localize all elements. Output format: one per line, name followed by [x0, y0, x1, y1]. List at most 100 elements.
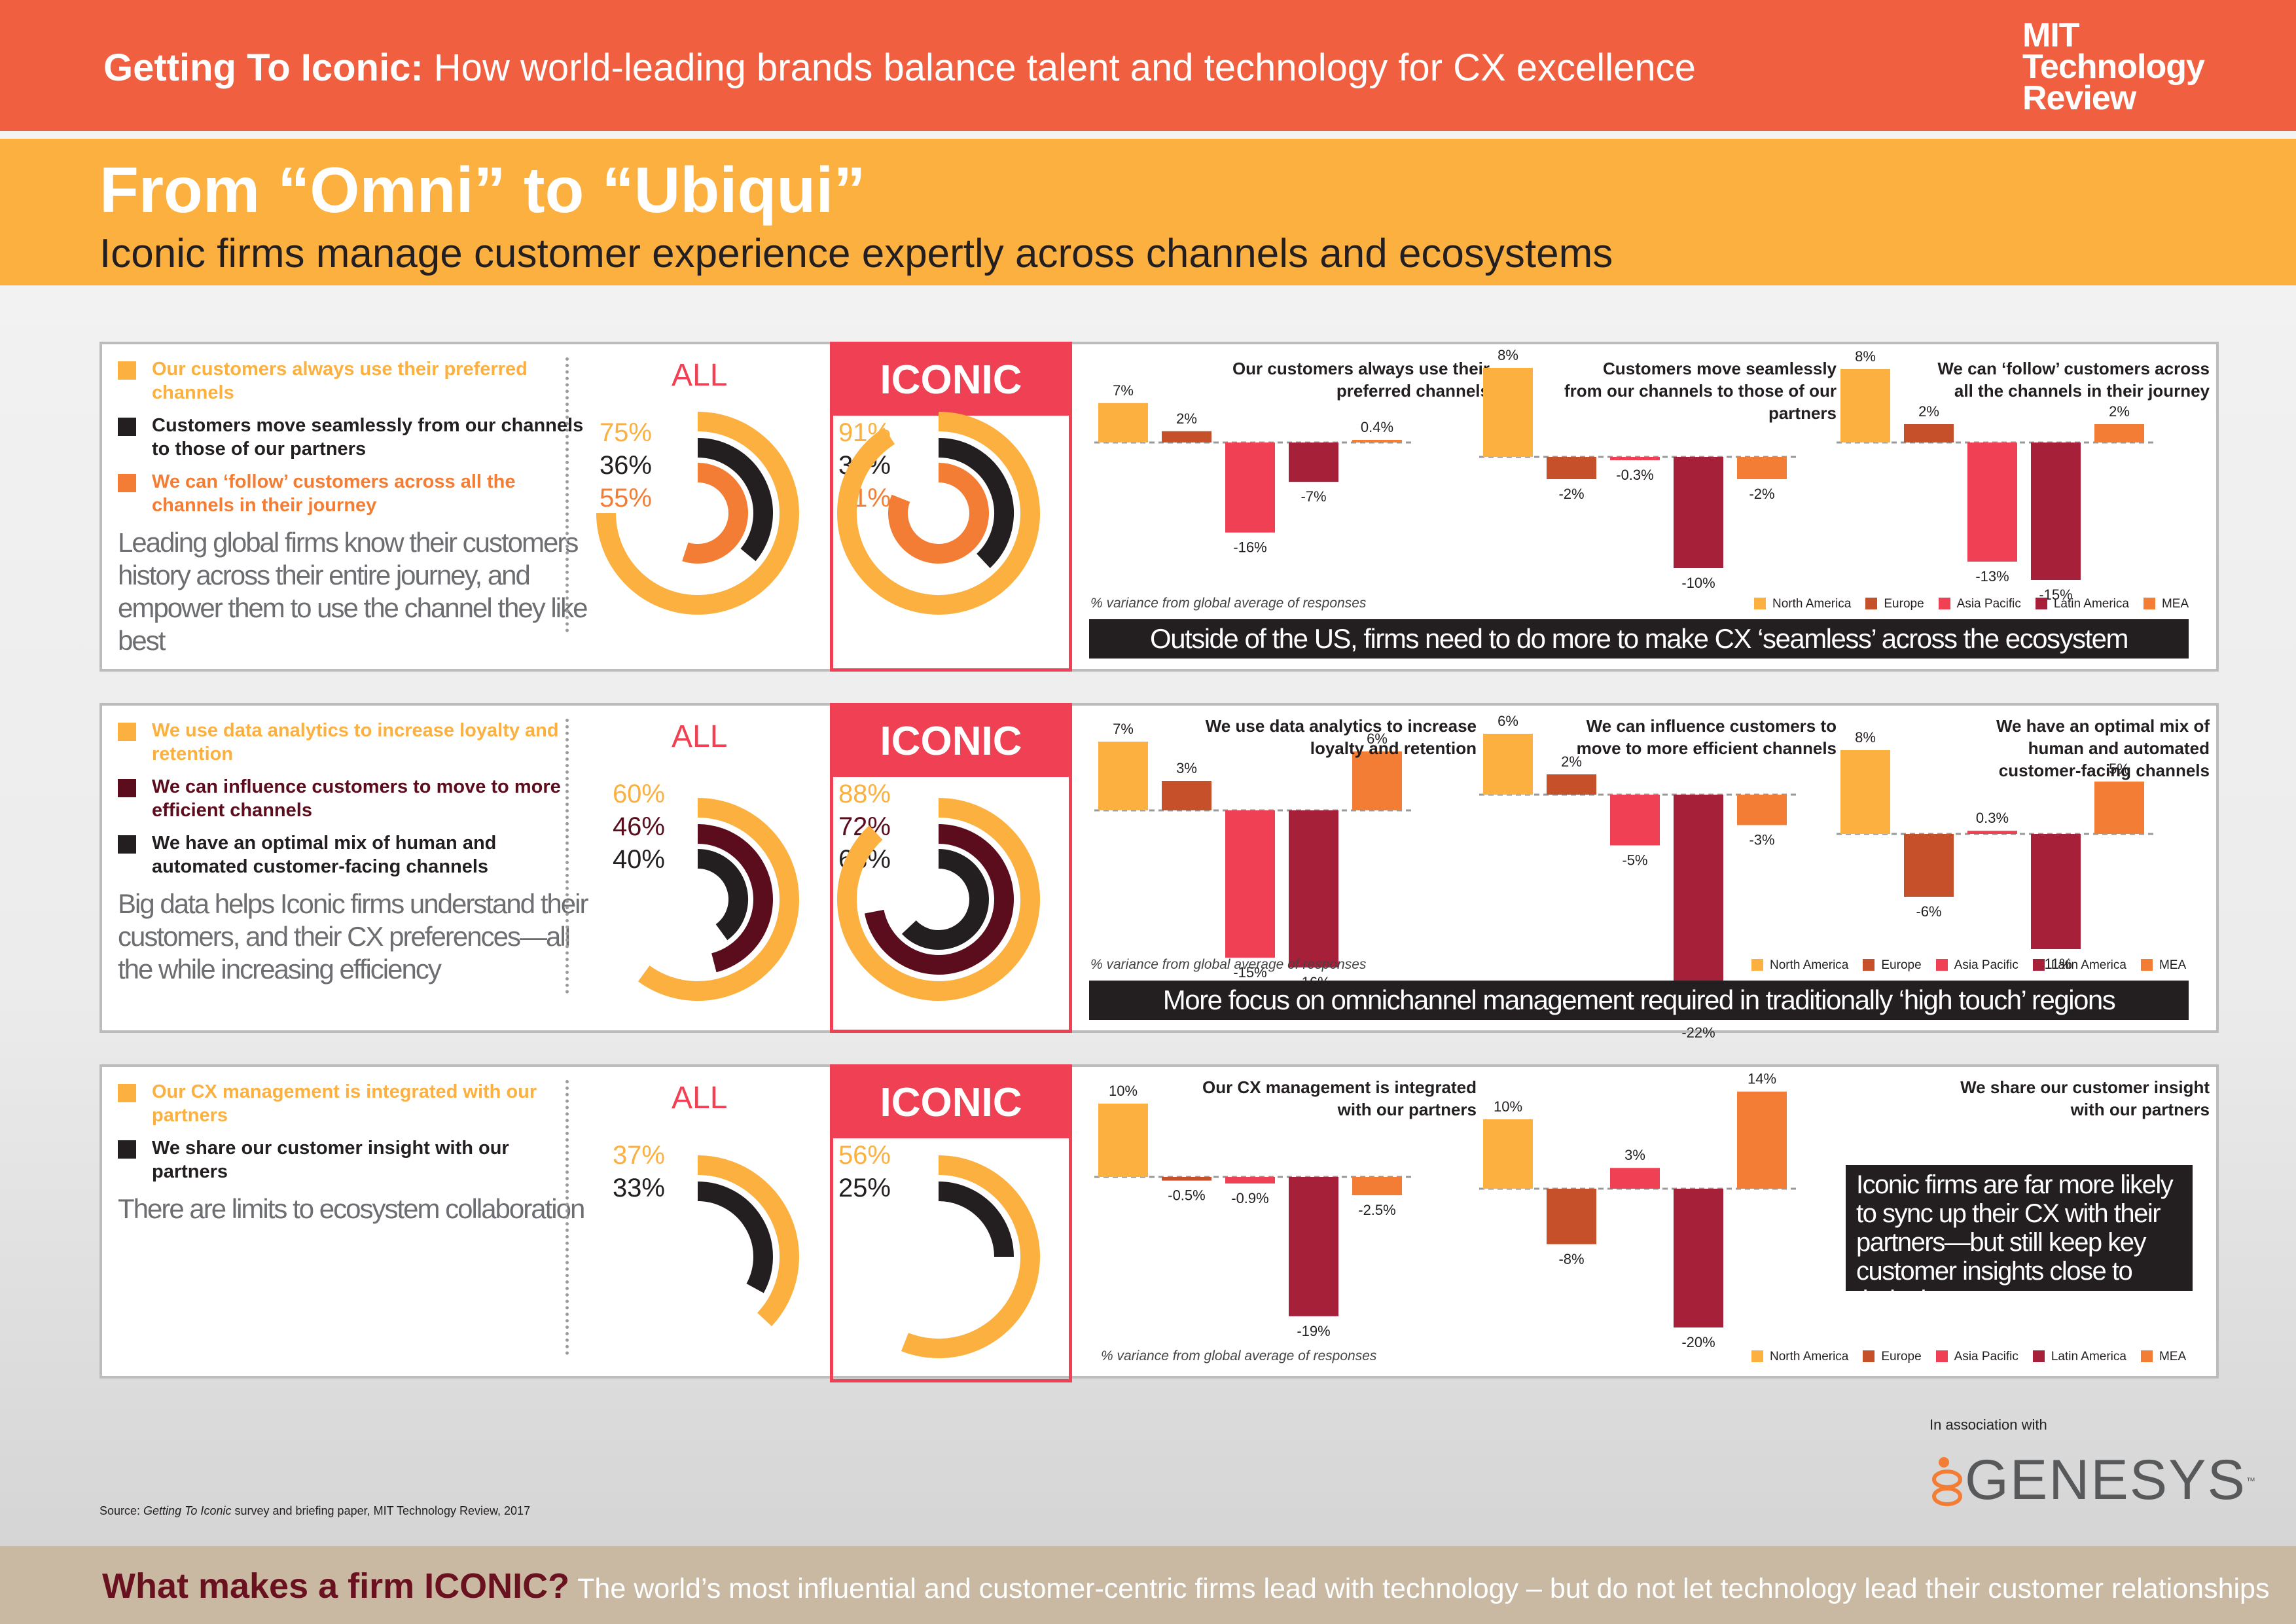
- bar-latin-america: [1289, 442, 1338, 482]
- bar-value-label: -7%: [1300, 488, 1326, 505]
- bar-chart-share-insight: 10% -8% 3% -20% 14%: [1479, 1071, 1796, 1350]
- bar-value-label: -22%: [1681, 1024, 1715, 1041]
- bar-value-label: 6%: [1498, 713, 1518, 729]
- bar-latin-america: [2031, 834, 2081, 949]
- chart-title: We can ‘follow’ customers across all the…: [1937, 359, 2210, 401]
- insight-banner: Outside of the US, firms need to do more…: [1089, 619, 2189, 659]
- bar-asia-pacific: [1610, 457, 1660, 461]
- row-channels: Our customers always use their preferred…: [99, 342, 2219, 672]
- bar-value-label: 14%: [1748, 1071, 1776, 1087]
- radial-arc: [637, 798, 799, 1001]
- genesys-wordmark: GENESYS: [1965, 1449, 2246, 1511]
- bar-asia-pacific: [1225, 810, 1275, 958]
- legend-item: Our customers always use their preferred…: [118, 357, 589, 405]
- bar-value-label: -8%: [1558, 1251, 1584, 1267]
- header-title: Getting To Iconic: How world-leading bra…: [103, 46, 1696, 89]
- bar-north-america: [1840, 369, 1890, 442]
- bar-europe: [1904, 834, 1954, 897]
- bar-value-label: 0.3%: [1976, 810, 2009, 826]
- bar-chart-influence: 6% 2% -5% -22% -3%: [1479, 713, 1796, 1041]
- bar-europe: [1904, 424, 1954, 442]
- header-bar: Getting To Iconic: How world-leading bra…: [0, 0, 2296, 131]
- bar-value-label: -13%: [1975, 568, 2009, 585]
- radial-arc: [938, 438, 1014, 568]
- all-percentages: 37% 33%: [612, 1141, 665, 1202]
- bar-value-label: -3%: [1749, 832, 1774, 848]
- bar-latin-america: [1674, 1189, 1723, 1327]
- bar-chart-preferred-channels: 7% 2% -16% -7% 0.4%: [1094, 382, 1411, 556]
- bar-value-label: -20%: [1681, 1334, 1715, 1350]
- legend-item: Our CX management is integrated with our…: [118, 1080, 589, 1127]
- bar-mea: [1352, 1177, 1402, 1195]
- bar-value-label: 0.4%: [1361, 419, 1393, 435]
- iconic-radial-chart: [837, 798, 1040, 1001]
- radial-arc: [697, 824, 773, 973]
- bar-europe: [1547, 1189, 1596, 1244]
- bar-chart-data-analytics: 7%3%-15%-16%6%: [1094, 721, 1411, 990]
- all-percentages: 60% 46% 40%: [612, 780, 665, 874]
- bar-chart-integrated: 10% -0.5% -0.9% -19% -2.5%: [1094, 1083, 1411, 1339]
- bar-latin-america: [1289, 1177, 1338, 1316]
- iconic-label: ICONIC: [833, 1068, 1069, 1138]
- iconic-label: ICONIC: [833, 706, 1069, 777]
- bar-mea: [2094, 424, 2144, 442]
- row-description: Big data helps Iconic firms understand t…: [118, 888, 588, 984]
- bar-value-label: 2%: [1176, 410, 1197, 427]
- bar-asia-pacific: [1610, 795, 1660, 846]
- bar-north-america: [1098, 742, 1148, 810]
- bar-asia-pacific: [1967, 831, 2017, 834]
- bar-value-label: -19%: [1297, 1323, 1330, 1339]
- bar-value-label: 7%: [1113, 382, 1134, 399]
- bar-north-america: [1098, 1104, 1148, 1177]
- mit-logo: MIT Technology Review: [2022, 16, 2205, 117]
- iconic-label: ICONIC: [833, 345, 1069, 416]
- genesys-logo: GENESYS ™: [1929, 1448, 2257, 1513]
- bar-value-label: 2%: [1918, 403, 1939, 420]
- bar-north-america: [1483, 1119, 1533, 1189]
- iconic-percentages: 56% 25%: [838, 1141, 891, 1202]
- bar-value-label: -0.5%: [1168, 1187, 1205, 1204]
- genesys-mark-icon: [1932, 1456, 1962, 1506]
- bar-value-label: 8%: [1498, 347, 1518, 363]
- radial-arc: [697, 849, 748, 941]
- iconic-panel: ICONIC: [830, 703, 1072, 1033]
- bar-europe: [1547, 457, 1596, 479]
- bar-asia-pacific: [1967, 442, 2017, 562]
- bar-mea: [1737, 795, 1787, 825]
- radial-arc: [697, 438, 773, 562]
- bar-value-label: -15%: [1233, 964, 1266, 981]
- all-percentages: 75% 36% 55%: [599, 418, 652, 513]
- bar-value-label: -16%: [1233, 539, 1266, 556]
- variance-note: % variance from global average of respon…: [1101, 1348, 1377, 1363]
- all-radial-chart: [697, 1155, 799, 1327]
- bar-value-label: -2%: [1558, 486, 1584, 502]
- row-description: Leading global firms know their customer…: [118, 527, 588, 656]
- bar-latin-america: [2031, 442, 2081, 580]
- insight-banner: More focus on omnichannel management req…: [1089, 981, 2189, 1020]
- legend-item: We can ‘follow’ customers across all the…: [118, 470, 589, 517]
- bar-value-label: -2.5%: [1358, 1202, 1395, 1218]
- row-description: There are limits to ecosystem collaborat…: [118, 1193, 585, 1224]
- title-band: From “Omni” to “Ubiqui” Iconic firms man…: [0, 139, 2296, 285]
- divider: [565, 719, 569, 994]
- radial-arc: [596, 412, 799, 615]
- chart-title: Our CX management is integrated with our…: [1202, 1077, 1477, 1119]
- row-data-analytics: We use data analytics to increase loyalt…: [99, 703, 2219, 1041]
- iconic-panel: ICONIC: [830, 1064, 1072, 1382]
- divider: [565, 1080, 569, 1355]
- bar-mea: [1737, 1091, 1787, 1189]
- variance-note: % variance from global average of respon…: [1090, 596, 1367, 611]
- radial-arc: [837, 412, 1040, 615]
- bar-europe: [1547, 774, 1596, 795]
- all-label: ALL: [672, 719, 728, 754]
- iconic-radial-chart: [901, 1155, 1040, 1358]
- legend-item: We share our customer insight with our p…: [118, 1136, 589, 1183]
- row-legend: Our CX management is integrated with our…: [118, 1080, 589, 1225]
- bar-value-label: -0.3%: [1616, 467, 1653, 483]
- region-legend: North America Europe Asia Pacific Latin Ame…: [1754, 597, 2189, 611]
- region-legend: North America Europe Asia Pacific Latin Ame…: [1751, 958, 2186, 973]
- bar-latin-america: [1289, 810, 1338, 967]
- iconic-percentages: 88% 72% 63%: [838, 780, 891, 874]
- variance-note: % variance from global average of respon…: [1090, 957, 1367, 972]
- bar-mea: [2094, 782, 2144, 834]
